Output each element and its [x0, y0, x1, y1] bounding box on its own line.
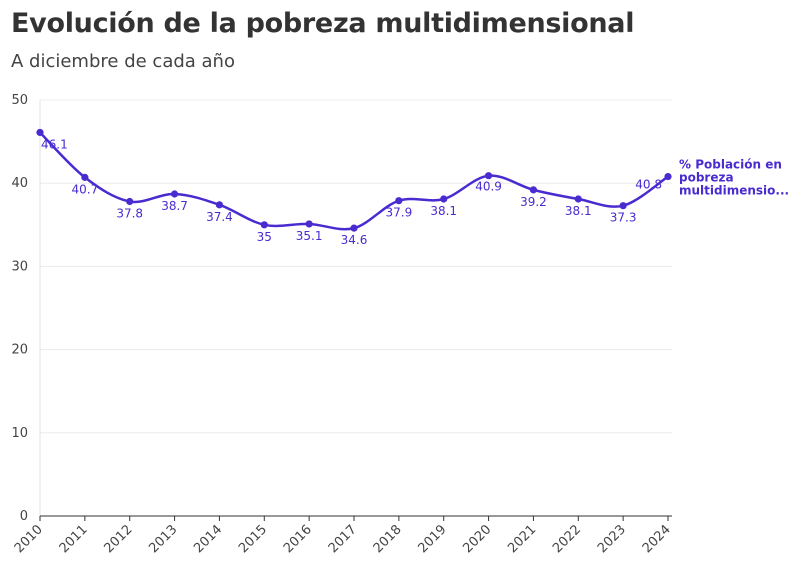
- data-label-2017: 34.6: [341, 233, 368, 247]
- data-point-2012: [126, 197, 134, 206]
- data-label-2016: 35.1: [296, 229, 323, 243]
- x-tick-label-2010: 2010: [12, 522, 46, 556]
- x-tick-label-2017: 2017: [326, 522, 360, 556]
- data-label-2015: 35: [257, 230, 272, 244]
- data-label-2011: 40.7: [71, 182, 98, 196]
- x-tick-label-2019: 2019: [416, 522, 450, 556]
- data-label-2018: 37.9: [385, 206, 412, 220]
- x-tick-label-2023: 2023: [595, 522, 629, 556]
- data-point-2011: [81, 173, 89, 181]
- x-tick-label-2015: 2015: [236, 522, 270, 556]
- data-point-2014: [215, 201, 224, 209]
- data-point-2022: [574, 195, 582, 203]
- y-tick-label-10: 10: [11, 426, 28, 441]
- series-label-line-2: multidimensio...: [679, 184, 789, 198]
- chart-title: Evolución de la pobreza multidimensional: [11, 8, 635, 39]
- y-axis-ticks: 0 10 20 30 40 50: [11, 93, 28, 524]
- x-tick-label-2016: 2016: [281, 522, 315, 556]
- series-group: 46.1 40.7 37.8 38.7 37.4 35 35.1 34.6 37.9 38.1 40…: [36, 128, 789, 247]
- data-point-2021: [529, 186, 538, 194]
- data-point-2016: [305, 220, 313, 228]
- series-label-line-1: pobreza: [679, 171, 734, 185]
- data-label-2021: 39.2: [520, 195, 547, 209]
- y-tick-label-30: 30: [11, 259, 28, 274]
- data-point-2010: [36, 128, 44, 137]
- data-label-2022: 38.1: [565, 204, 592, 218]
- data-point-2017: [350, 224, 358, 232]
- x-tick-label-2024: 2024: [640, 522, 674, 556]
- data-label-2019: 38.1: [430, 204, 457, 218]
- chart-subtitle: A diciembre de cada año: [11, 51, 235, 72]
- y-tick-label-50: 50: [11, 93, 28, 108]
- data-point-2015: [260, 221, 268, 229]
- series-label-line-0: % Población en: [679, 158, 782, 172]
- x-tick-label-2014: 2014: [191, 522, 225, 556]
- data-label-2013: 38.7: [161, 199, 188, 213]
- data-label-2024: 40.8: [635, 178, 662, 192]
- y-tick-label-40: 40: [11, 176, 28, 191]
- data-point-2023: [619, 202, 627, 210]
- x-tick-label-2012: 2012: [102, 522, 136, 556]
- x-axis: 2010 2011 2012 2013 2014 2015 2016 2017 2018 2019…: [12, 100, 674, 556]
- y-tick-label-20: 20: [11, 343, 28, 358]
- x-tick-label-2011: 2011: [57, 522, 91, 556]
- x-tick-label-2022: 2022: [550, 522, 584, 556]
- data-label-2020: 40.9: [475, 180, 502, 194]
- data-label-2014: 37.4: [206, 210, 233, 224]
- data-point-2019: [440, 195, 448, 203]
- data-point-2024: [664, 172, 672, 181]
- x-tick-label-2020: 2020: [460, 522, 494, 556]
- data-point-2020: [484, 172, 493, 180]
- data-point-2018: [395, 197, 403, 205]
- x-tick-label-2013: 2013: [146, 522, 180, 556]
- x-tick-label-2018: 2018: [371, 522, 405, 556]
- grid-lines: [40, 99, 672, 434]
- data-label-2023: 37.3: [610, 211, 637, 225]
- y-tick-label-0: 0: [20, 509, 28, 524]
- data-label-2010: 46.1: [41, 137, 68, 151]
- data-point-2013: [170, 190, 179, 198]
- x-tick-label-2021: 2021: [505, 522, 539, 556]
- data-label-2012: 37.8: [116, 207, 143, 221]
